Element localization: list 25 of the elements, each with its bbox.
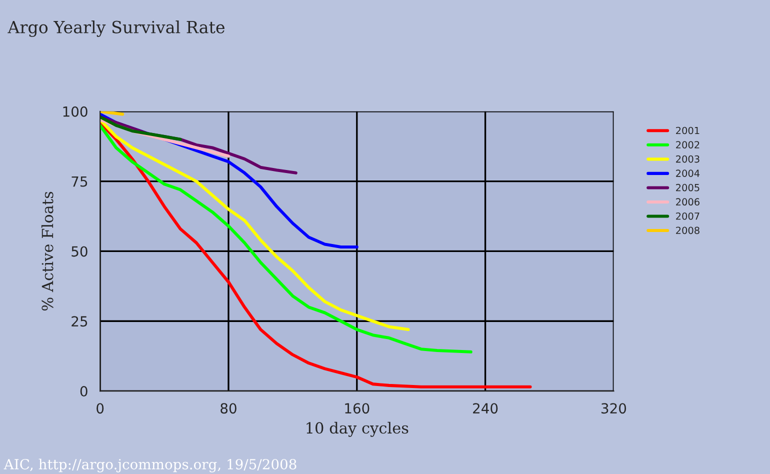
x-tick-label: 80 (220, 403, 236, 414)
legend-label: 2006 (676, 198, 700, 206)
text: AIC, http://argo.jcommops.org, 19/5/2008 (4, 458, 296, 472)
x-axis-title: 10 day cycles (306, 422, 408, 437)
x-tick-label: 240 (473, 403, 498, 414)
y-tick-label: 25 (72, 316, 88, 327)
x-tick-label: 0 (96, 403, 104, 414)
line-series (100, 124, 472, 354)
legend-label: 2007 (676, 212, 700, 220)
legend-label: 2001 (676, 126, 700, 134)
x-tick-label: 320 (601, 403, 626, 414)
y-tick-label: 50 (72, 246, 88, 257)
line-series (100, 121, 532, 388)
legend-label: 2008 (676, 226, 700, 234)
line-series (100, 115, 182, 141)
y-tick-label: 75 (72, 176, 88, 187)
y-axis-title: % Active Floats (41, 192, 54, 311)
legend-label: 2003 (676, 155, 700, 163)
chart-title: Argo Yearly Survival Rate (8, 20, 224, 37)
legend-label: 2004 (676, 170, 700, 177)
legend-label: 2002 (676, 141, 700, 148)
legend-label: 2005 (676, 184, 700, 192)
x-tick-label: 160 (345, 403, 370, 414)
y-tick-label: 0 (80, 386, 88, 397)
y-tick-label: 100 (63, 106, 88, 117)
